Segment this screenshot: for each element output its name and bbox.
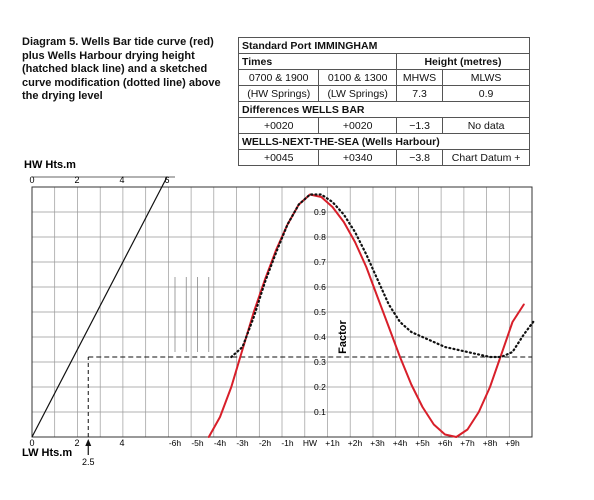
y-tick-label: 0.2 <box>314 382 326 392</box>
standard-port-header: Standard Port IMMINGHAM <box>238 37 530 54</box>
hw-axis-label: HW Hts.m <box>24 159 76 171</box>
lw-tick-label: 2 <box>74 438 79 448</box>
x-tick-label: +4h <box>393 438 408 448</box>
table-row: Standard Port IMMINGHAM <box>238 37 530 54</box>
table-cell: 7.3 <box>395 85 444 102</box>
y-tick-label: 0.1 <box>314 407 326 417</box>
table-cell: +0045 <box>237 149 320 166</box>
x-tick-label: -2h <box>259 438 272 448</box>
x-tick-label: -6h <box>169 438 182 448</box>
chart-grid <box>31 186 533 438</box>
table-row: +0045 +0340 −3.8 Chart Datum + <box>237 149 530 166</box>
y-tick-label: 0.6 <box>314 282 326 292</box>
tide-curves <box>207 193 537 438</box>
hw-tick-label: 6 <box>164 175 169 185</box>
x-tick-label: +7h <box>460 438 475 448</box>
lw-tick-label: 0 <box>29 438 34 448</box>
table-cell: +0340 <box>318 149 397 166</box>
y-axis-label: Factor <box>337 319 349 353</box>
x-tick-label: HW <box>303 438 317 448</box>
y-tick-label: 0.7 <box>314 257 326 267</box>
y-tick-label: 0.5 <box>314 307 326 317</box>
range-scale-group: 0 2 4 6 0 2 4 2.5 <box>29 175 532 467</box>
y-tick-label: 0.3 <box>314 357 326 367</box>
x-tick-label: +5h <box>415 438 430 448</box>
table-cell: 0.9 <box>442 85 530 102</box>
wells-bar-tide-curve <box>207 193 525 438</box>
x-tick-label: -1h <box>281 438 294 448</box>
x-tick-label: -3h <box>236 438 249 448</box>
x-tick-label: -5h <box>191 438 204 448</box>
harbour-dotted-curve <box>230 193 537 359</box>
x-tick-label: -4h <box>214 438 227 448</box>
hw-tick-label: 2 <box>74 175 79 185</box>
range-line <box>31 176 168 438</box>
table-cell: 0100 & 1300 <box>318 69 397 86</box>
lw-axis-label: LW Hts.m <box>22 447 72 459</box>
table-row: 0700 & 1900 0100 & 1300 MHWS MLWS <box>237 69 530 86</box>
drying-height-hatching <box>174 277 210 352</box>
table-cell: −3.8 <box>395 149 444 166</box>
lw-marker-arrow <box>85 439 92 446</box>
y-tick-label: 0.8 <box>314 232 326 242</box>
y-tick-label: 0.4 <box>314 332 326 342</box>
table-cell: (HW Springs) <box>237 85 320 102</box>
height-header: Height (metres) <box>395 53 531 70</box>
x-tick-label: +8h <box>483 438 498 448</box>
hw-tick-label: 0 <box>29 175 34 185</box>
chart-labels: HW Hts.m LW Hts.m -6h -5h -4h -3h -2h -1h HW +1h +… <box>22 159 520 459</box>
x-tick-label: +6h <box>438 438 453 448</box>
x-tick-label: +3h <box>370 438 385 448</box>
x-tick-label: +1h <box>325 438 340 448</box>
lw-marker-label: 2.5 <box>82 457 95 467</box>
diagram-caption: Diagram 5. Wells Bar tide curve (red) pl… <box>22 36 221 103</box>
table-cell: Chart Datum + <box>442 149 530 166</box>
tide-data-table: Standard Port IMMINGHAM Times Height (me… <box>237 37 531 166</box>
table-cell: +0020 <box>318 117 397 134</box>
x-tick-label: +2h <box>348 438 363 448</box>
y-tick-label: 0.9 <box>314 207 326 217</box>
hw-tick-label: 4 <box>119 175 124 185</box>
table-row: (HW Springs) (LW Springs) 7.3 0.9 <box>237 85 530 102</box>
chart-frame <box>31 186 533 438</box>
lw-tick-label: 4 <box>119 438 124 448</box>
x-tick-label: +9h <box>505 438 520 448</box>
